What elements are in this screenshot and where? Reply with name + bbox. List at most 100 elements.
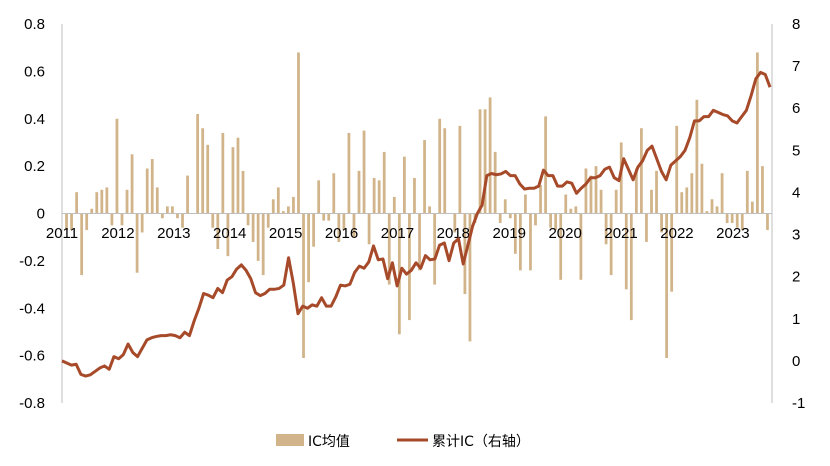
ic-bar: [690, 173, 694, 214]
ic-bar: [352, 213, 356, 238]
x-tick-label: 2023: [716, 225, 749, 242]
ic-bar: [735, 213, 739, 228]
left-tick-label: -0.6: [19, 348, 45, 365]
ic-bar: [423, 140, 426, 214]
ic-bar: [201, 128, 205, 214]
ic-bar: [100, 189, 104, 214]
x-tick-label: 2011: [46, 225, 78, 242]
ic-bar: [725, 213, 729, 223]
ic-bar: [503, 199, 507, 214]
ic-bar: [226, 213, 230, 257]
ic-bar: [130, 154, 134, 214]
ic-bar: [705, 211, 709, 214]
x-tick-label: 2015: [269, 225, 302, 242]
ic-bar: [564, 194, 568, 214]
ic-bar: [640, 128, 643, 214]
ic-bar: [387, 213, 391, 285]
legend-bar-label: IC均值: [308, 434, 350, 450]
ic-bar: [413, 177, 416, 214]
ic-bar: [589, 175, 593, 214]
ic-bar: [312, 213, 315, 247]
ic-bar: [579, 213, 583, 280]
ic-bar: [634, 168, 638, 214]
ic-bar: [559, 213, 563, 280]
x-tick-label: 2020: [548, 225, 581, 242]
ic-bar: [730, 213, 734, 223]
ic-bar: [75, 192, 78, 214]
ic-bar: [70, 213, 73, 231]
right-tick-label: -1: [792, 395, 805, 412]
ic-bar: [660, 213, 663, 233]
legend-line-label: 累计IC（右轴）: [432, 434, 530, 450]
ic-bar: [569, 208, 573, 214]
ic-bar: [196, 114, 200, 214]
ic-bar: [307, 213, 310, 283]
ic-bar: [231, 147, 235, 214]
right-tick-label: 1: [792, 311, 800, 328]
ic-bar: [206, 144, 210, 214]
ic-bar: [534, 213, 537, 226]
ic-bar: [443, 128, 447, 214]
ic-bar: [498, 213, 502, 223]
ic-bar: [468, 213, 472, 342]
ic-bar: [670, 213, 674, 292]
left-tick-label: -0.8: [19, 395, 45, 412]
right-tick-label: 0: [792, 353, 800, 370]
ic-bar: [720, 173, 724, 214]
ic-bar: [160, 213, 164, 219]
ic-bar: [246, 213, 250, 226]
ic-bar: [241, 170, 245, 214]
ic-bar: [756, 52, 759, 214]
ic-bar: [594, 166, 598, 214]
bar-series: [65, 52, 769, 358]
x-tick-label: 2018: [437, 225, 470, 242]
ic-bar: [438, 118, 442, 214]
ic-bar: [403, 156, 406, 214]
ic-bar: [337, 213, 341, 242]
right-tick-label: 8: [792, 16, 800, 33]
ic-bar: [80, 213, 84, 276]
ic-bar: [513, 213, 517, 254]
ic-bar: [745, 170, 749, 214]
ic-bar: [287, 206, 290, 214]
ic-bar: [377, 180, 381, 214]
ic-bar: [629, 213, 633, 321]
legend: IC均值 累计IC（右轴）: [276, 434, 530, 450]
legend-bar-swatch: [276, 434, 304, 446]
ic-bar: [518, 213, 522, 271]
x-tick-label: 2021: [604, 225, 637, 242]
left-tick-label: 0: [37, 206, 45, 223]
ic-bar: [125, 189, 129, 214]
ic-bar: [65, 213, 68, 231]
ic-bar: [680, 192, 684, 214]
ic-bar: [347, 132, 351, 214]
ic-bar: [458, 125, 462, 214]
x-axis-ticks: 2011 2012 2013 2014 2015 2016 2017 2018 2019 2020…: [46, 225, 750, 242]
ic-bar: [332, 173, 336, 214]
x-tick-label: 2016: [325, 225, 358, 242]
ic-bar: [140, 213, 144, 233]
left-tick-label: 0.6: [24, 63, 45, 80]
right-tick-label: 3: [792, 227, 800, 244]
ic-bar: [281, 211, 285, 214]
ic-bar: [554, 213, 558, 231]
ic-bar: [186, 175, 189, 214]
left-tick-label: -0.2: [19, 253, 45, 270]
ic-bar: [761, 166, 764, 214]
ic-bar: [453, 213, 457, 233]
ic-bar: [145, 168, 149, 214]
right-tick-label: 7: [792, 58, 800, 75]
ic-bar: [171, 206, 174, 214]
ic-bar: [382, 151, 386, 214]
ic-bar: [115, 118, 119, 214]
x-tick-label: 2017: [381, 225, 414, 242]
ic-bar: [276, 187, 280, 214]
ic-bar: [110, 213, 114, 226]
ic-bar: [488, 97, 492, 214]
ic-bar: [367, 213, 371, 245]
ic-bar: [766, 213, 769, 231]
ic-bar: [433, 213, 437, 285]
x-tick-label: 2014: [213, 225, 246, 242]
ic-bar: [508, 213, 512, 219]
